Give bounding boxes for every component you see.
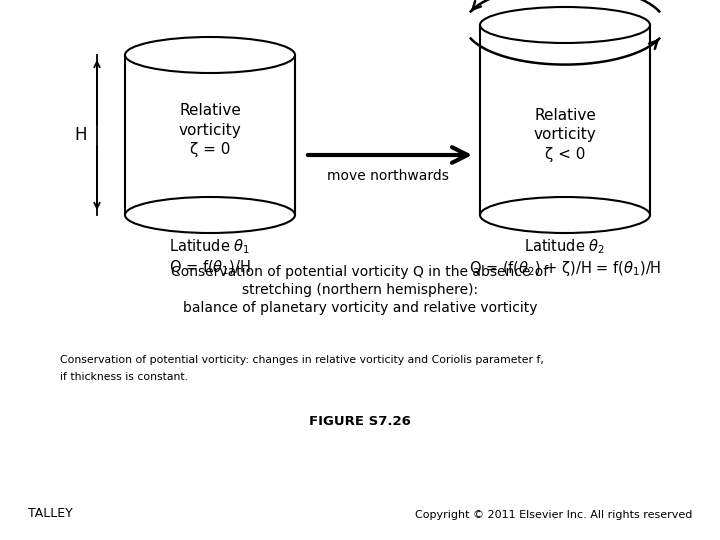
Text: FIGURE S7.26: FIGURE S7.26 — [309, 415, 411, 428]
Text: Latitude $\theta_2$: Latitude $\theta_2$ — [524, 237, 606, 256]
Text: Relative
vorticity
ζ = 0: Relative vorticity ζ = 0 — [179, 103, 241, 157]
Text: move northwards: move northwards — [327, 169, 449, 183]
Text: Latitude $\theta_1$: Latitude $\theta_1$ — [169, 237, 251, 256]
Text: Conservation of potential vorticity: changes in relative vorticity and Coriolis : Conservation of potential vorticity: cha… — [60, 355, 544, 365]
Ellipse shape — [480, 197, 650, 233]
Text: TALLEY: TALLEY — [28, 507, 73, 520]
Text: Conservation of potential vorticity Q in the absence of: Conservation of potential vorticity Q in… — [171, 265, 549, 279]
Text: H: H — [75, 126, 87, 144]
Text: stretching (northern hemisphere):: stretching (northern hemisphere): — [242, 283, 478, 297]
Text: Relative
vorticity
ζ < 0: Relative vorticity ζ < 0 — [534, 107, 596, 163]
Ellipse shape — [125, 197, 295, 233]
Text: Q = (f($\theta_2$) + ζ)/H = f($\theta_1$)/H: Q = (f($\theta_2$) + ζ)/H = f($\theta_1$… — [469, 259, 661, 278]
Text: balance of planetary vorticity and relative vorticity: balance of planetary vorticity and relat… — [183, 301, 537, 315]
Ellipse shape — [480, 7, 650, 43]
Text: Q = f($\theta_1$)/H: Q = f($\theta_1$)/H — [169, 259, 251, 278]
Ellipse shape — [125, 37, 295, 73]
Text: Copyright © 2011 Elsevier Inc. All rights reserved: Copyright © 2011 Elsevier Inc. All right… — [415, 510, 692, 520]
Text: if thickness is constant.: if thickness is constant. — [60, 372, 188, 382]
